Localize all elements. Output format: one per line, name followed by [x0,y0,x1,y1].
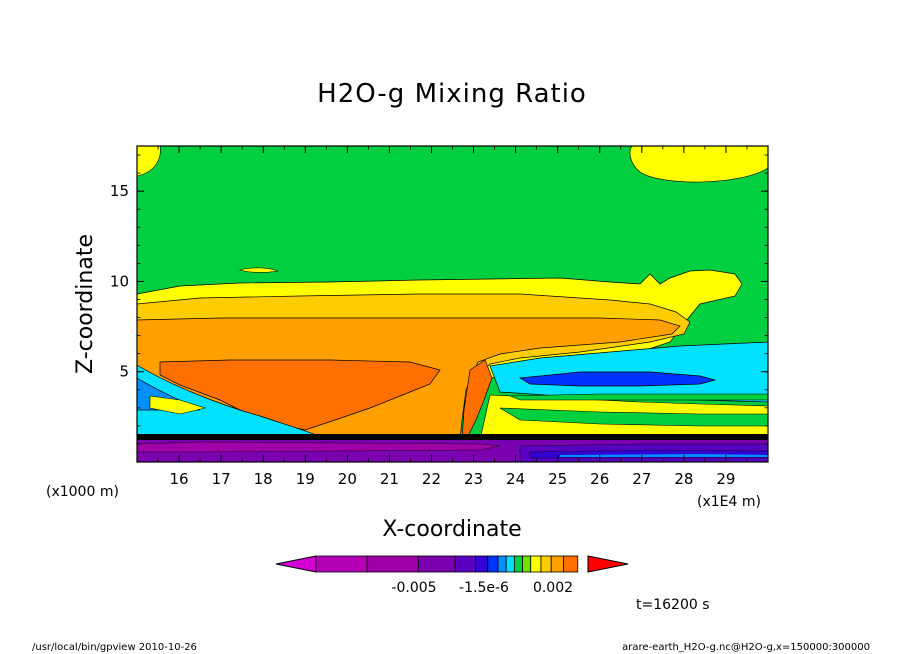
contour-region [518,371,717,387]
colorbar-swatch [487,555,499,573]
colorbar-swatch [454,555,476,573]
colorbar-swatch [563,555,579,573]
time-label: t=16200 s [636,597,710,613]
x-tick-label: 19 [296,470,315,488]
colorbar-tick-label: -1.5e-6 [459,580,509,596]
footer-left: /usr/local/bin/gpview 2010-10-26 [32,642,197,653]
colorbar-swatch [505,555,515,573]
plot-area [136,145,769,463]
x-tick-label: 28 [674,470,693,488]
boundary-band [137,434,768,440]
x-tick-label: 25 [548,470,567,488]
contour-region [149,395,207,415]
x-tick-label: 17 [212,470,231,488]
colorbar-arrow-right [587,555,629,573]
y-tick-label: 10 [110,272,129,290]
contour-region [137,441,501,453]
x-unit-label: (x1E4 m) [697,494,761,510]
x-axis: 16 17 18 19 20 21 22 23 24 25 26 27 28 29 [136,146,769,488]
chart-title: H2O-g Mixing Ratio [317,79,587,109]
contour-region [560,454,768,457]
x-tick-label: 27 [632,470,651,488]
x-tick-label: 20 [338,470,357,488]
x-tick-label: 23 [464,470,483,488]
x-tick-label: 29 [716,470,735,488]
colorbar-swatch [530,555,542,573]
x-tick-label: 22 [422,470,441,488]
colorbar-swatch [497,555,507,573]
contour-region [629,146,768,183]
y-axis-title: Z-coordinate [73,234,98,374]
colorbar-tick-label: -0.005 [391,580,436,596]
contour-region [159,359,441,431]
y-unit-label: (x1000 m) [46,484,119,500]
colorbar-swatch [550,555,564,573]
colorbar [275,555,629,573]
y-tick-label: 15 [110,182,129,200]
colorbar-swatch [315,555,368,573]
colorbar-swatch [475,555,489,573]
contour-region [499,407,768,427]
x-tick-label: 16 [170,470,189,488]
colorbar-swatch [513,555,523,573]
x-tick-label: 24 [506,470,525,488]
x-axis-title: X-coordinate [382,517,521,542]
contour-region [238,267,280,273]
footer-right: arare-earth_H2O-g.nc@H2O-g,x=150000:3000… [622,642,870,653]
x-tick-label: 26 [590,470,609,488]
colorbar-swatch [522,555,532,573]
colorbar-swatch [366,555,419,573]
colorbar-tick-label: 0.002 [533,580,573,596]
x-tick-label: 21 [380,470,399,488]
colorbar-swatch [540,555,552,573]
colorbar-labels: -0.005 -1.5e-6 0.002 [391,580,573,596]
colorbar-swatch [417,555,456,573]
contour-region [461,359,493,441]
colorbar-arrow-left [275,555,317,573]
x-tick-label: 18 [254,470,273,488]
y-axis: 5 10 15 [110,154,768,463]
y-tick-label: 5 [119,363,129,381]
contour-region [509,393,768,401]
